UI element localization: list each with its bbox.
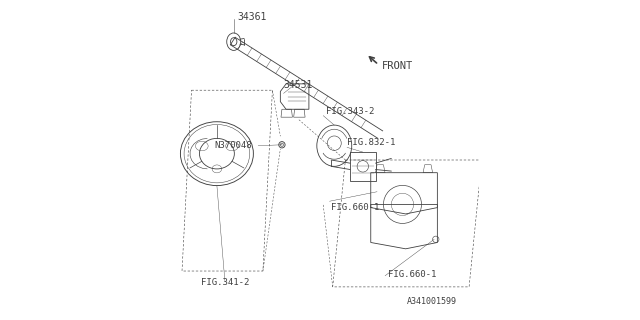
Text: 34531: 34531 xyxy=(284,80,313,90)
Text: FIG.832-1: FIG.832-1 xyxy=(347,138,396,147)
Text: 34361: 34361 xyxy=(237,12,266,22)
Text: FIG.341-2: FIG.341-2 xyxy=(201,278,249,287)
Text: FRONT: FRONT xyxy=(382,61,413,71)
Circle shape xyxy=(279,142,285,148)
Text: FIG.660-1: FIG.660-1 xyxy=(388,270,436,279)
Text: N370048: N370048 xyxy=(214,141,252,150)
Text: FIG.343-2: FIG.343-2 xyxy=(326,107,374,116)
Text: A341001599: A341001599 xyxy=(406,297,456,306)
Text: FIG.660-1: FIG.660-1 xyxy=(331,203,380,212)
